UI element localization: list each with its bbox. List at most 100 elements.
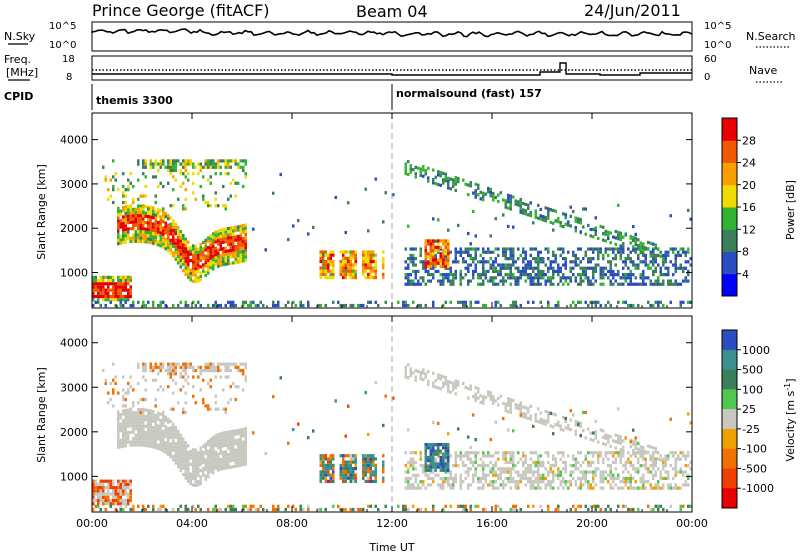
velocity-cell (447, 470, 450, 474)
velocity-cell (447, 452, 450, 456)
velocity-cell (242, 456, 245, 460)
power-cell (124, 194, 127, 198)
velocity-cell (144, 443, 147, 448)
power-cell (224, 159, 227, 163)
power-cell (149, 225, 152, 229)
power-cell (544, 279, 547, 283)
power-cell (109, 300, 112, 304)
power-cell (322, 250, 325, 254)
velocity-cell (102, 502, 105, 506)
power-cell (569, 260, 572, 264)
power-cell (212, 165, 215, 169)
power-cell (237, 181, 240, 185)
power-cell (407, 224, 410, 228)
power-cell (622, 242, 625, 246)
power-cell (219, 303, 222, 308)
velocity-cell (184, 476, 187, 480)
power-cell (169, 241, 172, 246)
power-cell (677, 253, 680, 258)
power-cell (579, 273, 582, 277)
velocity-cell (502, 486, 505, 490)
power-cell (112, 298, 115, 302)
velocity-cell (104, 492, 107, 496)
power-cell (222, 227, 225, 232)
power-cell (589, 260, 592, 264)
velocity-cell (122, 482, 125, 487)
velocity-cell (154, 420, 157, 424)
velocity-cell (117, 432, 120, 437)
power-cell (224, 172, 227, 176)
velocity-cell (339, 470, 342, 474)
velocity-cell (124, 415, 127, 419)
velocity-cell (482, 486, 485, 490)
velocity-cell (657, 504, 660, 508)
power-cell (469, 253, 472, 258)
velocity-cell (562, 480, 565, 484)
velocity-cell (344, 507, 347, 512)
power-cell (609, 279, 612, 283)
velocity-cell (539, 417, 542, 421)
power-cell (572, 253, 575, 258)
power-cell (204, 241, 207, 246)
power-cell (589, 266, 592, 270)
power-cell (364, 269, 367, 273)
power-cell (634, 243, 637, 247)
velocity-cell (97, 492, 100, 496)
power-cell (182, 243, 185, 247)
power-cell (482, 198, 485, 202)
power-cell (414, 172, 417, 176)
velocity-cell (204, 445, 207, 449)
velocity-cell (594, 483, 597, 487)
power-cell (489, 257, 492, 261)
velocity-cell (602, 473, 605, 477)
power-cell (592, 276, 595, 280)
velocity-cell (492, 464, 495, 468)
velocity-cell (374, 463, 377, 467)
power-cell (419, 173, 422, 178)
power-cell (189, 162, 192, 166)
velocity-cell (244, 452, 247, 456)
velocity-cell (589, 483, 592, 487)
power-cell (634, 266, 637, 270)
power-cell (482, 260, 485, 264)
power-cell (344, 266, 347, 270)
velocity-cell (412, 467, 415, 471)
power-cell (187, 240, 190, 244)
power-cell (227, 255, 230, 259)
velocity-cell (152, 435, 155, 439)
power-cell (179, 229, 182, 234)
power-cell (569, 266, 572, 270)
velocity-cell (339, 473, 342, 477)
power-cell (154, 159, 157, 163)
power-cell (244, 242, 247, 246)
power-cell (142, 172, 145, 176)
power-cell (232, 235, 235, 239)
power-cell (239, 227, 242, 232)
power-cell (437, 173, 440, 177)
power-cell (677, 282, 680, 286)
power-cell (512, 247, 515, 251)
power-cell (177, 303, 180, 308)
power-cell (179, 236, 182, 240)
velocity-cell (114, 492, 117, 496)
velocity-cell (337, 504, 340, 508)
power-cell (212, 238, 215, 242)
velocity-cell (162, 417, 165, 421)
power-cell (549, 282, 552, 286)
velocity-cell (214, 401, 217, 405)
power-cell (547, 303, 550, 308)
power-cell (404, 162, 407, 166)
power-cell (169, 225, 172, 230)
power-cell (687, 250, 690, 254)
power-cell (214, 300, 217, 304)
power-cell (154, 213, 157, 217)
power-cell (412, 269, 415, 274)
power-cell (424, 303, 427, 308)
power-cell (367, 229, 370, 233)
velocity-cell (352, 479, 355, 484)
velocity-cell (417, 486, 420, 490)
power-cell (112, 294, 115, 299)
power-cell (239, 250, 242, 254)
velocity-colorbar-label-text: Velocity (784, 418, 797, 462)
